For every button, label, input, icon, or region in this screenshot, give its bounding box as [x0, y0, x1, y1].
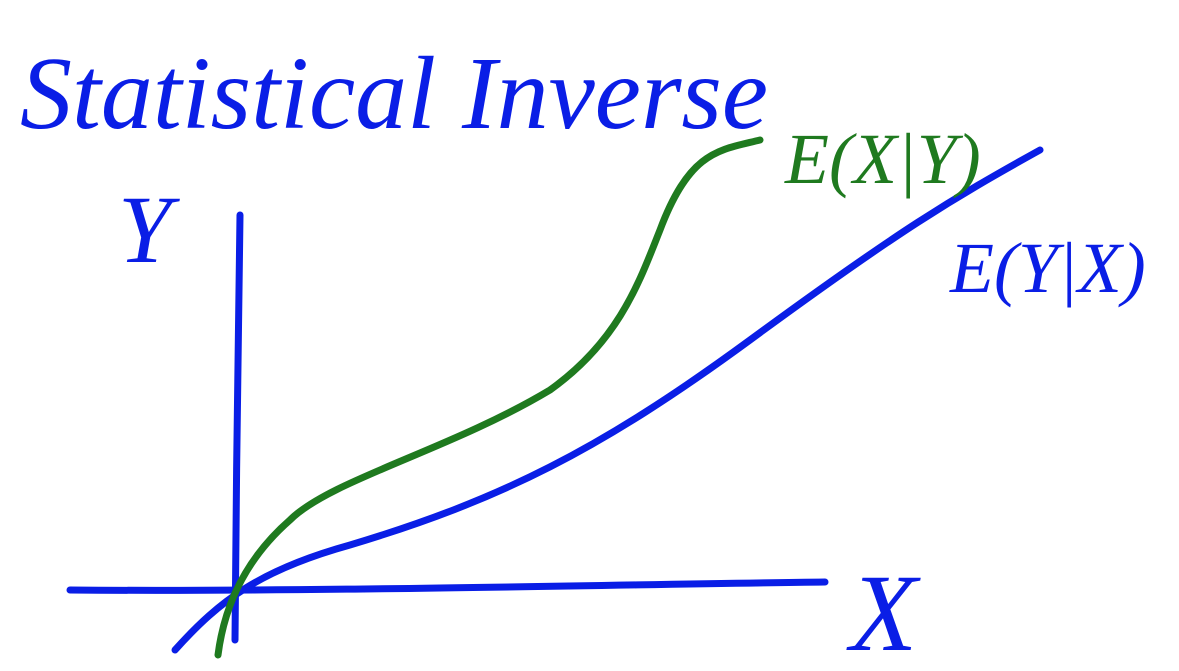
curve-label: E(X|Y) — [784, 119, 981, 199]
y-axis-label: Y — [118, 176, 180, 283]
curve-e-x-given-y — [214, 136, 764, 659]
title: Statistical Inverse — [20, 36, 768, 151]
x-axis — [66, 578, 829, 594]
x-axis-label: X — [846, 552, 921, 666]
curve-e-y-given-x — [171, 146, 1044, 654]
y-axis — [231, 211, 244, 644]
curve-label: E(Y|X) — [949, 228, 1146, 308]
